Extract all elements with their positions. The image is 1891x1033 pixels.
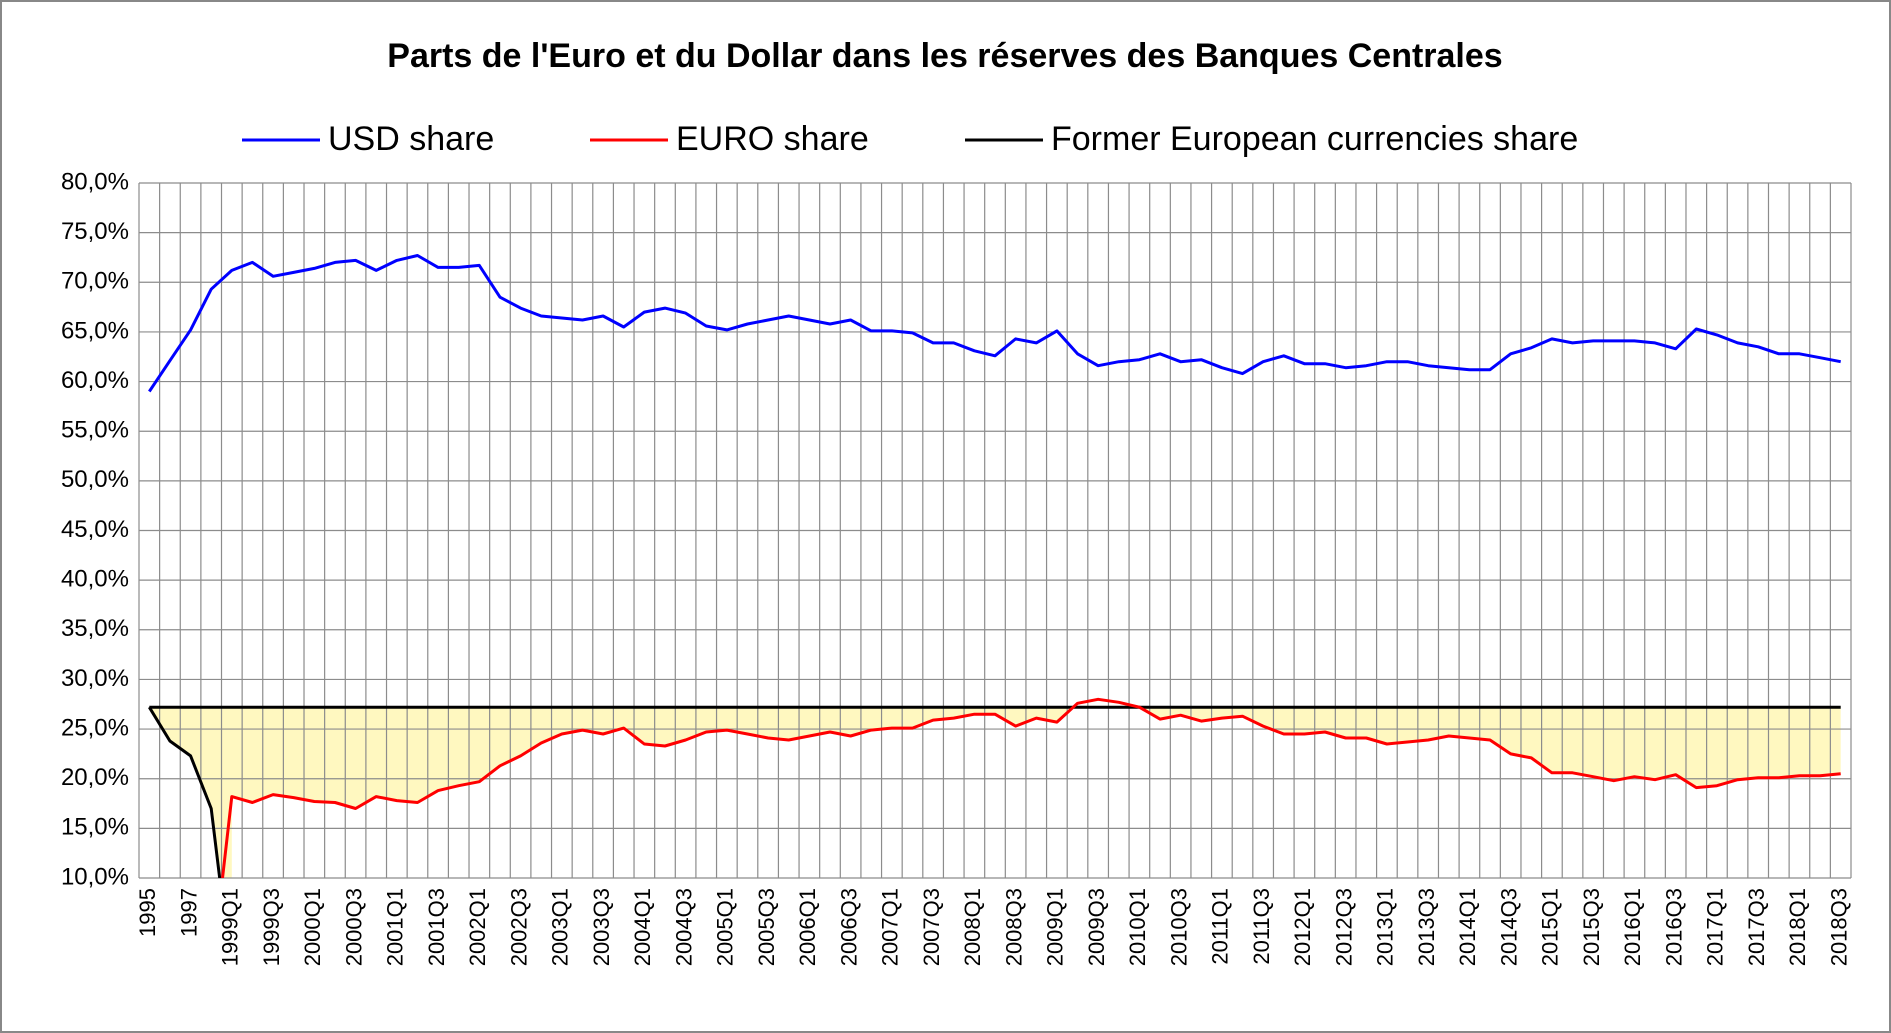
legend-label: EURO share <box>676 120 869 158</box>
y-tick-label: 65,0% <box>61 317 129 344</box>
y-tick-label: 60,0% <box>61 367 129 394</box>
x-tick-label: 2017Q1 <box>1703 888 1728 966</box>
x-tick-label: 1997 <box>176 888 201 937</box>
x-tick-label: 2001Q3 <box>424 888 449 966</box>
x-tick-label: 2012Q1 <box>1290 888 1315 966</box>
x-tick-label: 2002Q3 <box>506 888 531 966</box>
x-tick-label: 2001Q1 <box>383 888 408 966</box>
fill-group <box>149 707 1841 878</box>
x-tick-label: 2006Q3 <box>836 888 861 966</box>
x-tick-label: 2004Q1 <box>630 888 655 966</box>
x-tick-label: 2006Q1 <box>795 888 820 966</box>
y-tick-label: 30,0% <box>61 665 129 692</box>
chart-title: Parts de l'Euro et du Dollar dans les ré… <box>387 37 1502 75</box>
x-tick-label: 2011Q1 <box>1208 888 1233 965</box>
x-tick-label: 2010Q1 <box>1125 888 1150 966</box>
y-tick-label: 35,0% <box>61 615 129 642</box>
x-tick-label: 2017Q3 <box>1744 888 1769 966</box>
x-tick-label: 2005Q3 <box>754 888 779 966</box>
y-tick-label: 80,0% <box>61 168 129 195</box>
x-tick-label: 2016Q3 <box>1661 888 1686 966</box>
y-tick-label: 40,0% <box>61 565 129 592</box>
x-tick-label: 2013Q3 <box>1414 888 1439 966</box>
x-tick-label: 2018Q1 <box>1785 888 1810 966</box>
x-tick-label: 2009Q1 <box>1043 888 1068 966</box>
legend-label: Former European currencies share <box>1051 120 1578 158</box>
y-tick-label: 75,0% <box>61 218 129 245</box>
x-tick-label: 2012Q3 <box>1331 888 1356 966</box>
x-tick-label: 2016Q1 <box>1620 888 1645 966</box>
y-tick-label: 25,0% <box>61 714 129 741</box>
legend-label: USD share <box>328 120 494 158</box>
y-tick-label: 15,0% <box>61 814 129 841</box>
y-tick-label: 45,0% <box>61 516 129 543</box>
y-tick-label: 20,0% <box>61 764 129 791</box>
x-tick-label: 2008Q3 <box>1001 888 1026 966</box>
series-line <box>148 254 1841 393</box>
x-tick-label: 2013Q1 <box>1373 888 1398 966</box>
x-tick-label: 2000Q3 <box>341 888 366 966</box>
y-tick-label: 10,0% <box>61 863 129 890</box>
x-tick-label: 2011Q3 <box>1249 888 1274 965</box>
x-tick-label: 2003Q3 <box>589 888 614 966</box>
y-tick-label: 70,0% <box>61 268 129 295</box>
x-tick-label: 2014Q1 <box>1455 888 1480 966</box>
x-tick-label: 2000Q1 <box>300 888 325 966</box>
x-tick-label: 2014Q3 <box>1496 888 1521 966</box>
x-tick-label: 2002Q1 <box>465 888 490 966</box>
fill-group <box>149 707 1841 878</box>
y-tick-label: 55,0% <box>61 417 129 444</box>
series-group <box>148 254 1841 878</box>
x-tick-label: 2008Q1 <box>960 888 985 966</box>
series-line <box>148 706 222 878</box>
x-tick-label: 1999Q1 <box>218 888 243 966</box>
x-tick-label: 1995 <box>135 888 160 937</box>
x-tick-label: 2004Q3 <box>671 888 696 966</box>
x-tick-label: 2015Q1 <box>1538 888 1563 966</box>
x-tick-label: 2009Q3 <box>1084 888 1109 966</box>
x-tick-label: 2005Q1 <box>713 888 738 966</box>
series-line <box>221 697 1841 878</box>
y-tick-label: 50,0% <box>61 466 129 493</box>
x-tick-label: 2018Q3 <box>1826 888 1851 966</box>
x-tick-label: 1999Q3 <box>259 888 284 966</box>
x-tick-label: 2010Q3 <box>1166 888 1191 966</box>
shaded-area <box>149 707 1841 878</box>
x-tick-label: 2003Q1 <box>548 888 573 966</box>
x-tick-label: 2007Q3 <box>919 888 944 966</box>
x-tick-label: 2015Q3 <box>1579 888 1604 966</box>
x-tick-label: 2007Q1 <box>878 888 903 966</box>
